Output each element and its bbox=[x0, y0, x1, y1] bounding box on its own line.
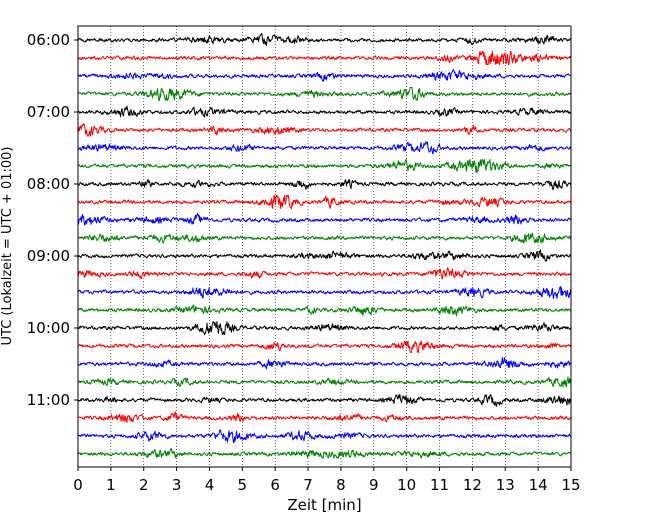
trace-line bbox=[77, 393, 572, 407]
trace-line bbox=[77, 213, 572, 226]
x-tick-label: 8 bbox=[336, 476, 346, 494]
trace-line bbox=[77, 411, 572, 423]
trace-line bbox=[77, 448, 572, 460]
trace-line bbox=[77, 87, 572, 101]
x-tick-label: 10 bbox=[397, 476, 416, 494]
trace-line bbox=[77, 232, 572, 244]
trace-line bbox=[77, 376, 572, 388]
trace-line bbox=[77, 249, 572, 262]
x-tick-label: 5 bbox=[238, 476, 248, 494]
x-tick-label: 11 bbox=[430, 476, 449, 494]
x-tick-label: 0 bbox=[73, 476, 83, 494]
y-tick-label: 08:00 bbox=[27, 175, 70, 193]
x-axis-label: Zeit [min] bbox=[287, 496, 361, 514]
trace-line bbox=[77, 340, 572, 353]
x-tick-label: 12 bbox=[463, 476, 482, 494]
trace-line bbox=[77, 267, 572, 280]
x-tick-label: 9 bbox=[369, 476, 379, 494]
trace-line bbox=[77, 304, 572, 317]
x-tick-label: 4 bbox=[205, 476, 215, 494]
x-tick-label: 15 bbox=[561, 476, 580, 494]
plot-frame bbox=[77, 25, 572, 468]
y-tick-label: 11:00 bbox=[27, 391, 70, 409]
traces bbox=[77, 33, 572, 460]
trace-line bbox=[77, 195, 572, 209]
y-axis-label: UTC (Lokalzeit = UTC + 01:00) bbox=[0, 147, 15, 346]
trace-line bbox=[77, 357, 572, 370]
trace-line bbox=[77, 123, 572, 137]
trace-line bbox=[77, 141, 572, 155]
x-tick-label: 3 bbox=[172, 476, 182, 494]
y-tick-label: 06:00 bbox=[27, 31, 70, 49]
trace-line bbox=[77, 321, 572, 335]
x-tick-label: 2 bbox=[139, 476, 149, 494]
y-tick-label: 10:00 bbox=[27, 319, 70, 337]
y-tick-label: 07:00 bbox=[27, 103, 70, 121]
x-tick-label: 14 bbox=[529, 476, 548, 494]
x-tick-label: 6 bbox=[270, 476, 280, 494]
y-tick-label: 09:00 bbox=[27, 247, 70, 265]
y-axis-ticks: 06:00 07:00 08:00 09:00 10:00 11:00 bbox=[27, 31, 78, 409]
trace-line bbox=[77, 286, 572, 299]
trace-line bbox=[77, 33, 572, 46]
x-tick-label: 1 bbox=[106, 476, 116, 494]
trace-line bbox=[77, 429, 572, 443]
x-tick-label: 7 bbox=[303, 476, 313, 494]
x-tick-label: 13 bbox=[496, 476, 515, 494]
trace-line bbox=[77, 69, 572, 82]
trace-line bbox=[77, 105, 572, 118]
trace-line bbox=[77, 178, 572, 191]
x-axis-ticks: 0 1 2 3 4 5 6 7 8 9 10 11 12 13 14 15 bbox=[73, 467, 581, 494]
trace-line bbox=[77, 51, 572, 65]
trace-line bbox=[77, 159, 572, 173]
